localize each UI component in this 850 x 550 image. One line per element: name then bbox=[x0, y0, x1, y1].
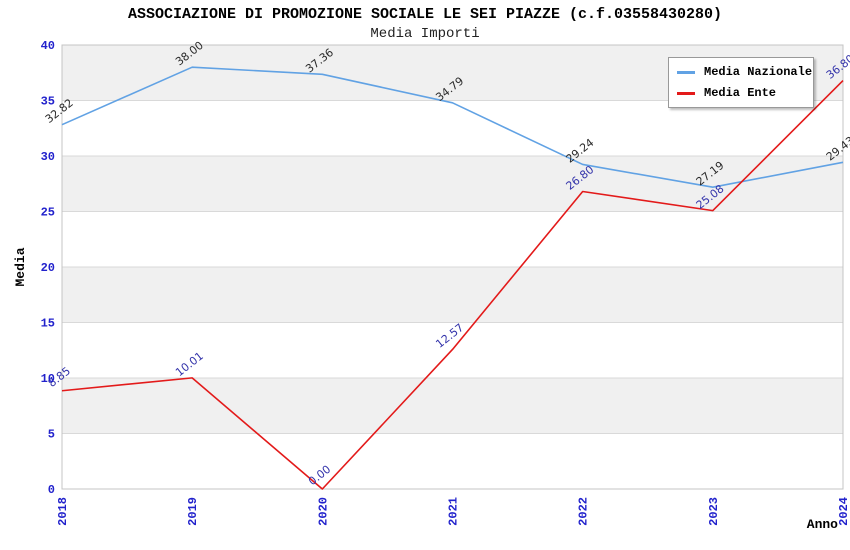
y-tick-label: 40 bbox=[41, 39, 55, 53]
legend-item-media-ente: Media Ente bbox=[677, 86, 805, 100]
x-tick-label: 2020 bbox=[316, 497, 330, 526]
y-tick-label: 0 bbox=[48, 483, 55, 497]
x-tick-label: 2023 bbox=[707, 497, 721, 526]
x-tick-label: 2019 bbox=[186, 497, 200, 526]
y-tick-label: 20 bbox=[41, 261, 55, 275]
legend-swatch-media-ente bbox=[677, 91, 695, 95]
y-tick-label: 35 bbox=[41, 95, 55, 109]
background-band bbox=[62, 156, 843, 212]
series-line-media-ente bbox=[61, 79, 844, 490]
point-label: 0.00 bbox=[306, 463, 333, 488]
y-tick-label: 25 bbox=[41, 206, 55, 220]
background-band bbox=[62, 378, 843, 434]
x-tick-label: 2018 bbox=[56, 497, 70, 526]
point-label: 12.57 bbox=[433, 321, 466, 351]
legend-label-media-nazionale: Media Nazionale bbox=[704, 65, 813, 79]
legend-item-media-nazionale: Media Nazionale bbox=[677, 65, 812, 79]
chart-title: ASSOCIAZIONE DI PROMOZIONE SOCIALE LE SE… bbox=[127, 6, 723, 23]
point-label: 10.01 bbox=[173, 349, 206, 379]
y-axis-title: Media bbox=[13, 247, 28, 286]
series-line-media-nazionale bbox=[61, 66, 844, 188]
x-tick-label: 2021 bbox=[447, 497, 461, 526]
point-label: 29.43 bbox=[824, 134, 850, 164]
legend-swatch-media-nazionale bbox=[677, 70, 695, 74]
y-tick-label: 10 bbox=[41, 372, 55, 386]
legend: Media Nazionale Media Ente bbox=[668, 57, 814, 108]
x-axis-title: Anno bbox=[807, 517, 838, 532]
y-tick-label: 15 bbox=[41, 317, 55, 331]
y-tick-label: 30 bbox=[41, 150, 55, 164]
chart-subtitle: Media Importi bbox=[370, 26, 480, 42]
legend-label-media-ente: Media Ente bbox=[704, 86, 777, 100]
x-tick-label: 2024 bbox=[837, 497, 850, 526]
y-tick-label: 5 bbox=[48, 428, 55, 442]
x-tick-label: 2022 bbox=[577, 497, 591, 526]
background-band bbox=[62, 267, 843, 323]
plot-border bbox=[61, 44, 844, 490]
